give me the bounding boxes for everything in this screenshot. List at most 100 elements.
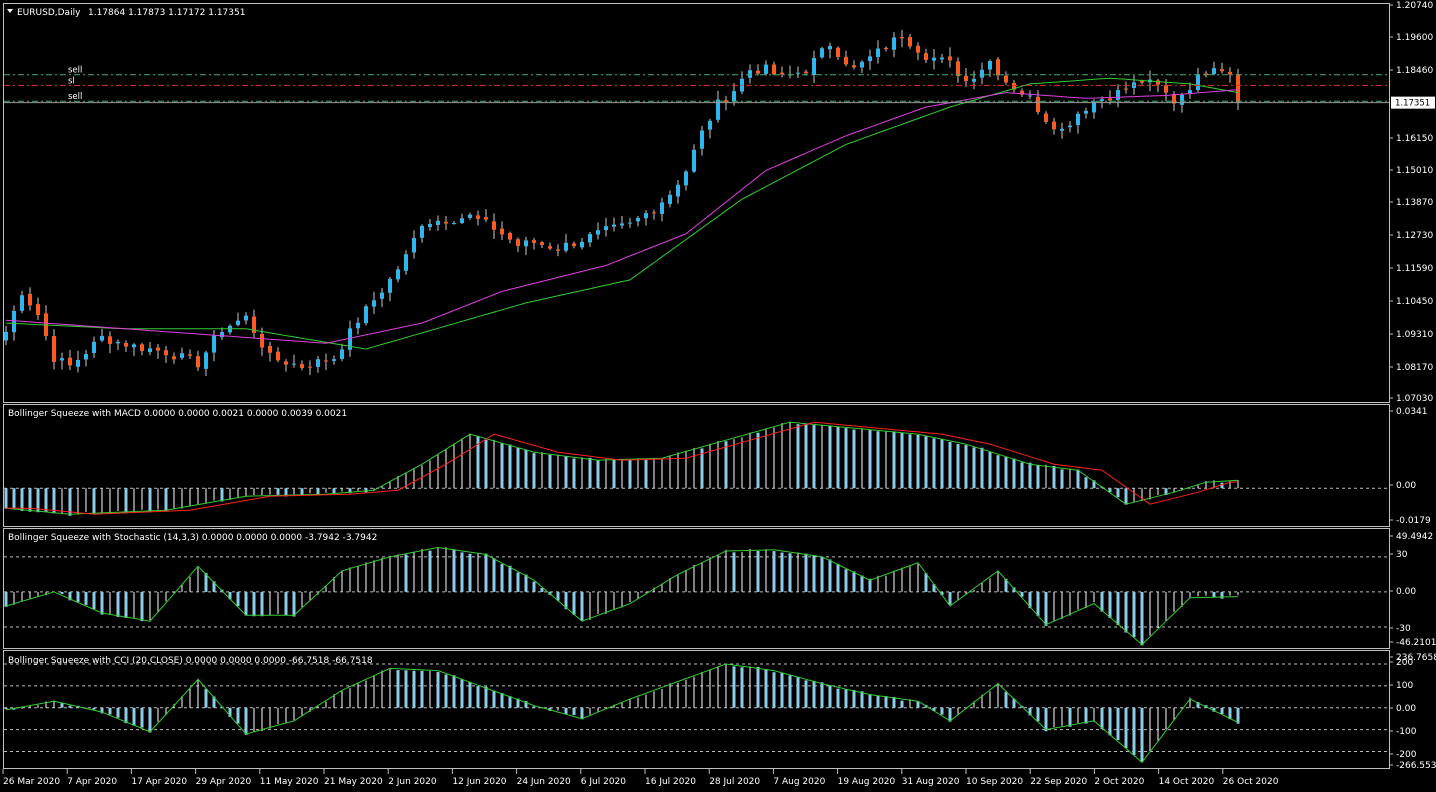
cci-panel[interactable] xyxy=(4,663,1389,764)
candle xyxy=(372,291,376,314)
histogram-bar xyxy=(1237,480,1239,489)
histogram-bar xyxy=(1044,707,1048,732)
histogram-bar xyxy=(1116,591,1120,626)
histogram-bar xyxy=(901,567,903,592)
macd-panel[interactable] xyxy=(4,421,1389,516)
histogram-bar xyxy=(589,591,591,620)
histogram-bar xyxy=(52,488,56,514)
histogram-bar xyxy=(516,447,520,489)
histogram-bar xyxy=(645,591,647,594)
candle xyxy=(452,221,456,225)
histogram-bar xyxy=(981,582,983,592)
histogram-bar xyxy=(988,451,992,489)
histogram-bar xyxy=(701,671,703,708)
histogram-bar xyxy=(140,591,144,622)
histogram-bar xyxy=(309,707,311,713)
histogram-bar xyxy=(836,688,840,708)
candle xyxy=(908,33,912,49)
candle xyxy=(564,234,568,253)
histogram-bar xyxy=(876,695,880,708)
time-axis-label: 26 Mar 2020 xyxy=(3,777,60,787)
candle xyxy=(956,57,960,83)
histogram-bar xyxy=(1189,591,1191,598)
candle xyxy=(1220,62,1224,74)
histogram-bar xyxy=(405,472,407,489)
candle xyxy=(380,287,384,307)
indicator-axis-label: -30 xyxy=(1396,624,1411,634)
histogram-bar xyxy=(1173,488,1175,493)
histogram-bar xyxy=(1069,591,1071,616)
histogram-bar xyxy=(653,691,655,708)
time-axis-label: 28 Jul 2020 xyxy=(709,777,760,787)
histogram-bar xyxy=(924,436,928,489)
histogram-bar xyxy=(468,682,472,708)
candle xyxy=(236,312,240,327)
histogram-bar xyxy=(621,702,623,708)
histogram-bar xyxy=(396,670,400,708)
candle xyxy=(1012,79,1016,93)
histogram-bar xyxy=(397,554,399,592)
time-axis-label: 24 Jun 2020 xyxy=(517,777,571,787)
histogram-bar xyxy=(100,591,104,615)
histogram-bar xyxy=(60,702,64,708)
histogram-bar xyxy=(820,682,824,708)
candle xyxy=(76,350,80,373)
indicator-axis-label: 49.4942 xyxy=(1396,532,1433,542)
histogram-bar xyxy=(357,488,359,491)
candle xyxy=(124,340,128,353)
histogram-bar xyxy=(269,488,271,495)
histogram-bar xyxy=(1108,591,1112,618)
indicator-axis-label: 30 xyxy=(1396,550,1408,560)
histogram-bar xyxy=(852,690,856,708)
histogram-bar xyxy=(900,432,904,489)
histogram-bar xyxy=(1197,484,1199,489)
histogram-bar xyxy=(157,488,159,510)
histogram-bar xyxy=(605,591,607,614)
time-axis-label: 12 Jun 2020 xyxy=(452,777,506,787)
candle xyxy=(1052,117,1056,135)
histogram-bar xyxy=(597,707,599,712)
histogram-bar xyxy=(1124,591,1128,633)
histogram-bar xyxy=(732,666,736,708)
candle xyxy=(1004,71,1008,85)
histogram-bar xyxy=(741,437,743,489)
histogram-bar xyxy=(564,456,568,489)
candle xyxy=(1028,90,1032,100)
candle xyxy=(828,42,832,59)
histogram-bar xyxy=(948,441,952,489)
histogram-bar xyxy=(325,701,327,708)
histogram-bar xyxy=(373,560,375,592)
candle xyxy=(676,179,680,204)
time-axis-label: 2 Jun 2020 xyxy=(388,777,437,787)
candle xyxy=(900,29,904,48)
histogram-bar xyxy=(844,689,848,708)
candle xyxy=(292,354,296,368)
histogram-bar xyxy=(524,449,528,489)
stochastic-panel[interactable] xyxy=(4,546,1389,646)
stoch-title: Bollinger Squeeze with Stochastic (14,3,… xyxy=(8,533,377,543)
histogram-bar xyxy=(1100,707,1104,730)
histogram-bar xyxy=(957,707,959,715)
histogram-bar xyxy=(516,698,520,708)
histogram-bar xyxy=(669,578,671,592)
histogram-bar xyxy=(364,488,368,493)
histogram-bar xyxy=(605,707,607,709)
histogram-bar xyxy=(797,552,799,592)
histogram-bar xyxy=(661,458,663,489)
histogram-bar xyxy=(148,488,152,513)
histogram-bar xyxy=(373,488,375,491)
signal-line xyxy=(5,546,1239,646)
histogram-bar xyxy=(644,459,648,489)
price-tick-label: 1.13870 xyxy=(1396,198,1433,208)
symbol-dropdown-icon[interactable] xyxy=(7,9,13,13)
candle xyxy=(524,236,528,256)
histogram-bar xyxy=(365,562,367,592)
histogram-bar xyxy=(532,453,536,489)
histogram-bar xyxy=(44,488,48,513)
histogram-bar xyxy=(260,591,264,617)
histogram-bar xyxy=(796,424,800,489)
histogram-bar xyxy=(780,552,784,592)
macd-title: Bollinger Squeeze with MACD 0.0000 0.000… xyxy=(8,409,347,419)
candle xyxy=(100,328,104,343)
